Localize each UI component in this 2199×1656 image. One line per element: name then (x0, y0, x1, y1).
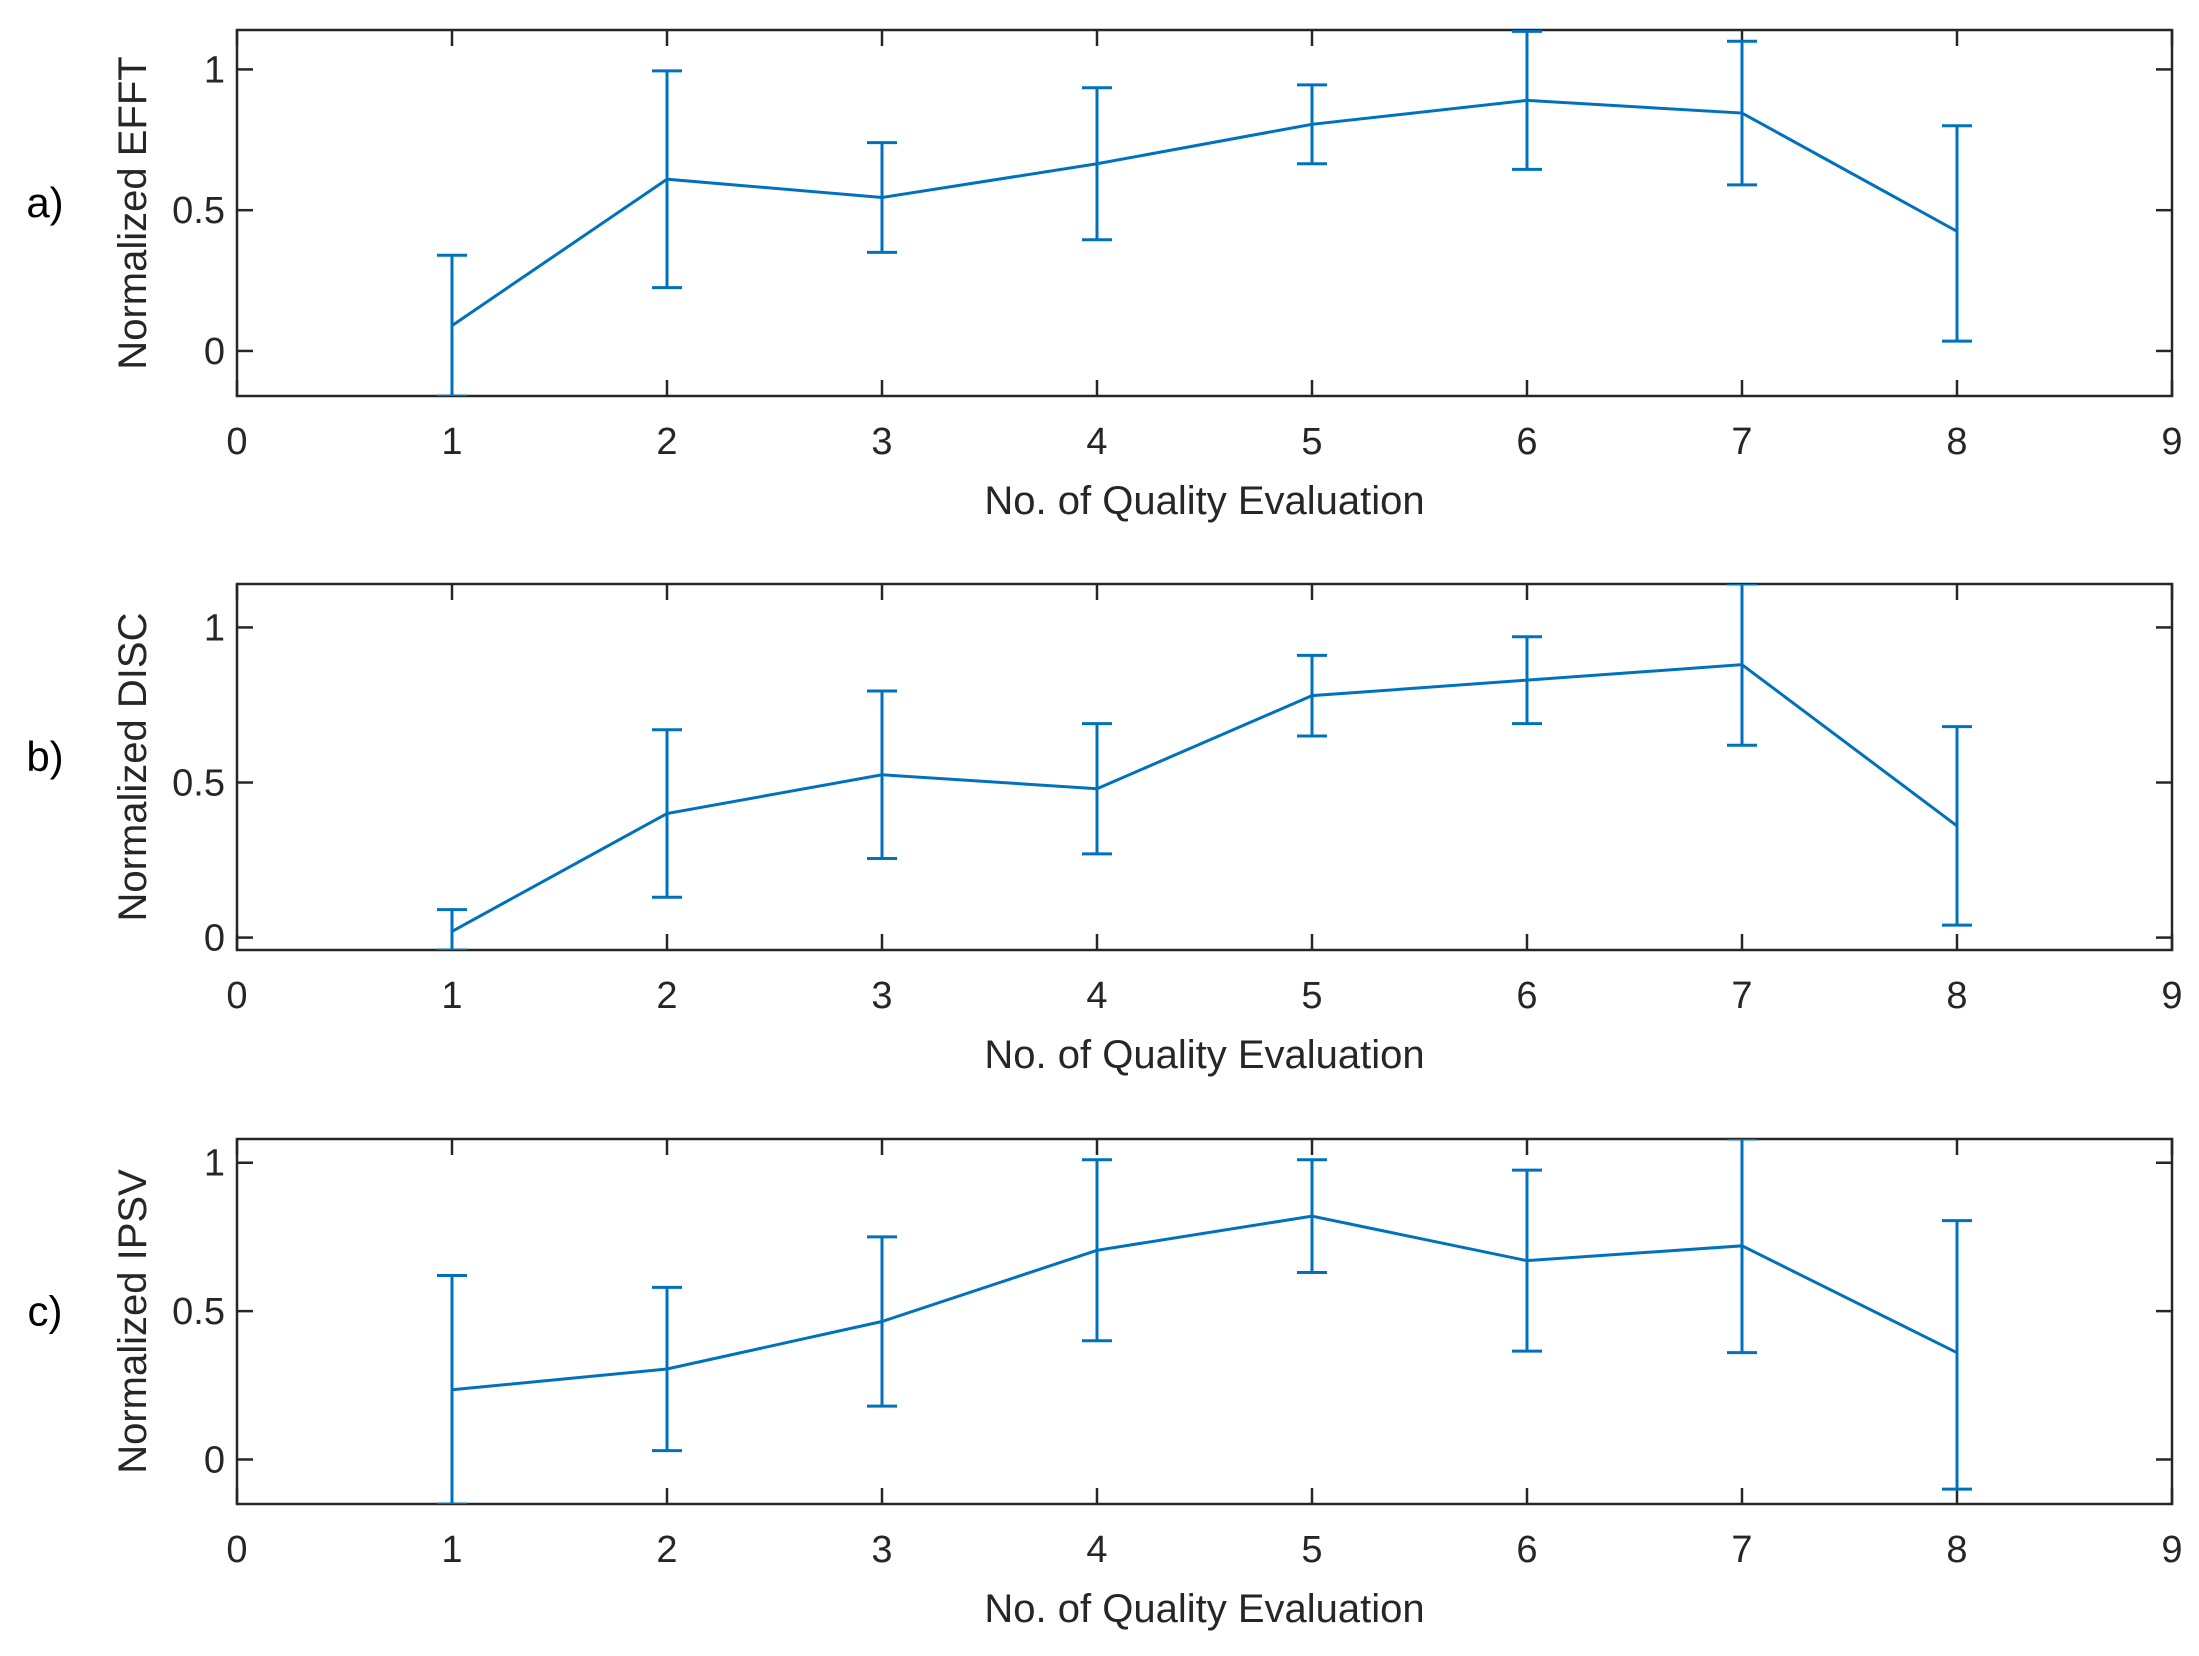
panel-label: c) (28, 1288, 63, 1335)
error-bar (1727, 584, 1757, 747)
axes-frame (235, 1137, 2174, 1506)
x-tick-label: 6 (1516, 1529, 1537, 1571)
axes-frame (235, 28, 2174, 398)
x-tick-label: 4 (1086, 975, 1107, 1017)
y-tick-label: 0.5 (172, 190, 225, 232)
y-axis-label: Normalized EFFT (111, 56, 155, 369)
error-bar (1727, 39, 1757, 187)
y-tick-label: 1 (204, 49, 225, 91)
data-series (437, 584, 1972, 950)
y-tick-label: 0 (204, 1439, 225, 1481)
series-line (451, 663, 1958, 933)
error-bar (1512, 1168, 1542, 1353)
data-series (437, 1139, 1972, 1504)
error-bar (437, 1274, 467, 1504)
x-tick-label: 2 (656, 975, 677, 1017)
x-tick-label: 2 (656, 421, 677, 463)
panel-c: 0 1 2 3 4 5 6 7 8 9 0 0.5 1 No. of Quality Evaluation… (28, 1137, 2183, 1631)
panel-b: 0 1 2 3 4 5 6 7 8 9 0 0.5 1 No. of Quality Evaluation… (26, 582, 2183, 1077)
x-axis-label: No. of Quality Evaluation (984, 1587, 1424, 1631)
x-tick-label: 0 (226, 1529, 247, 1571)
error-bar (652, 728, 682, 899)
x-tick-label: 8 (1946, 421, 1967, 463)
error-bar (1512, 635, 1542, 726)
x-tick-label: 7 (1731, 421, 1752, 463)
x-tick-label: 6 (1516, 421, 1537, 463)
x-tick-label: 4 (1086, 1529, 1107, 1571)
error-bar (1297, 653, 1327, 738)
error-bar (652, 69, 682, 290)
x-tick-label: 1 (441, 421, 462, 463)
data-series (437, 30, 1972, 396)
x-tick-label: 7 (1731, 1529, 1752, 1571)
x-tick-label: 1 (441, 975, 462, 1017)
error-bar (867, 1235, 897, 1408)
x-tick-label: 9 (2161, 975, 2182, 1017)
x-axis-label: No. of Quality Evaluation (984, 1033, 1424, 1077)
error-bar (1082, 722, 1112, 856)
panel-a: 0 1 2 3 4 5 6 7 8 9 0 0.5 1 No. of Quality Evaluation… (26, 28, 2183, 523)
x-tick-label: 0 (226, 421, 247, 463)
x-tick-label: 0 (226, 975, 247, 1017)
error-bar (1297, 83, 1327, 166)
x-axis-label: No. of Quality Evaluation (984, 479, 1424, 523)
x-tick-label: 7 (1731, 975, 1752, 1017)
error-bar (1942, 1219, 1972, 1491)
x-tick-label: 3 (871, 421, 892, 463)
y-axis-label: Normalized IPSV (111, 1169, 155, 1474)
x-tick-label: 9 (2161, 1529, 2182, 1571)
error-bar (867, 689, 897, 860)
x-tick-label: 5 (1301, 975, 1322, 1017)
x-tick-label: 8 (1946, 975, 1967, 1017)
error-bar (437, 908, 467, 950)
error-bar (437, 253, 467, 396)
error-bar (1082, 86, 1112, 242)
x-tick-label: 9 (2161, 421, 2182, 463)
x-tick-label: 3 (871, 975, 892, 1017)
panel-label: b) (26, 733, 63, 780)
error-bar (1082, 1158, 1112, 1343)
x-tick-label: 5 (1301, 421, 1322, 463)
series-line (451, 98, 1958, 327)
panel-label: a) (26, 179, 63, 226)
x-tick-label: 5 (1301, 1529, 1322, 1571)
y-tick-label: 0.5 (172, 763, 225, 805)
x-tick-label: 8 (1946, 1529, 1967, 1571)
error-bar (1942, 124, 1972, 343)
series-line (451, 1214, 1958, 1392)
error-bar (1297, 1158, 1327, 1275)
error-bar (1942, 725, 1972, 927)
x-tick-label: 6 (1516, 975, 1537, 1017)
x-tick-label: 2 (656, 1529, 677, 1571)
error-bar (1727, 1139, 1757, 1355)
error-bar (652, 1285, 682, 1453)
y-axis-label: Normalized DISC (111, 613, 155, 922)
y-tick-label: 0 (204, 331, 225, 373)
x-tick-label: 1 (441, 1529, 462, 1571)
y-tick-label: 1 (204, 607, 225, 649)
y-tick-label: 1 (204, 1143, 225, 1185)
x-tick-label: 4 (1086, 421, 1107, 463)
axes-frame (235, 582, 2174, 952)
error-bar (1512, 30, 1542, 171)
error-bar (867, 141, 897, 254)
x-tick-label: 3 (871, 1529, 892, 1571)
y-tick-label: 0 (204, 918, 225, 960)
y-tick-label: 0.5 (172, 1291, 225, 1333)
